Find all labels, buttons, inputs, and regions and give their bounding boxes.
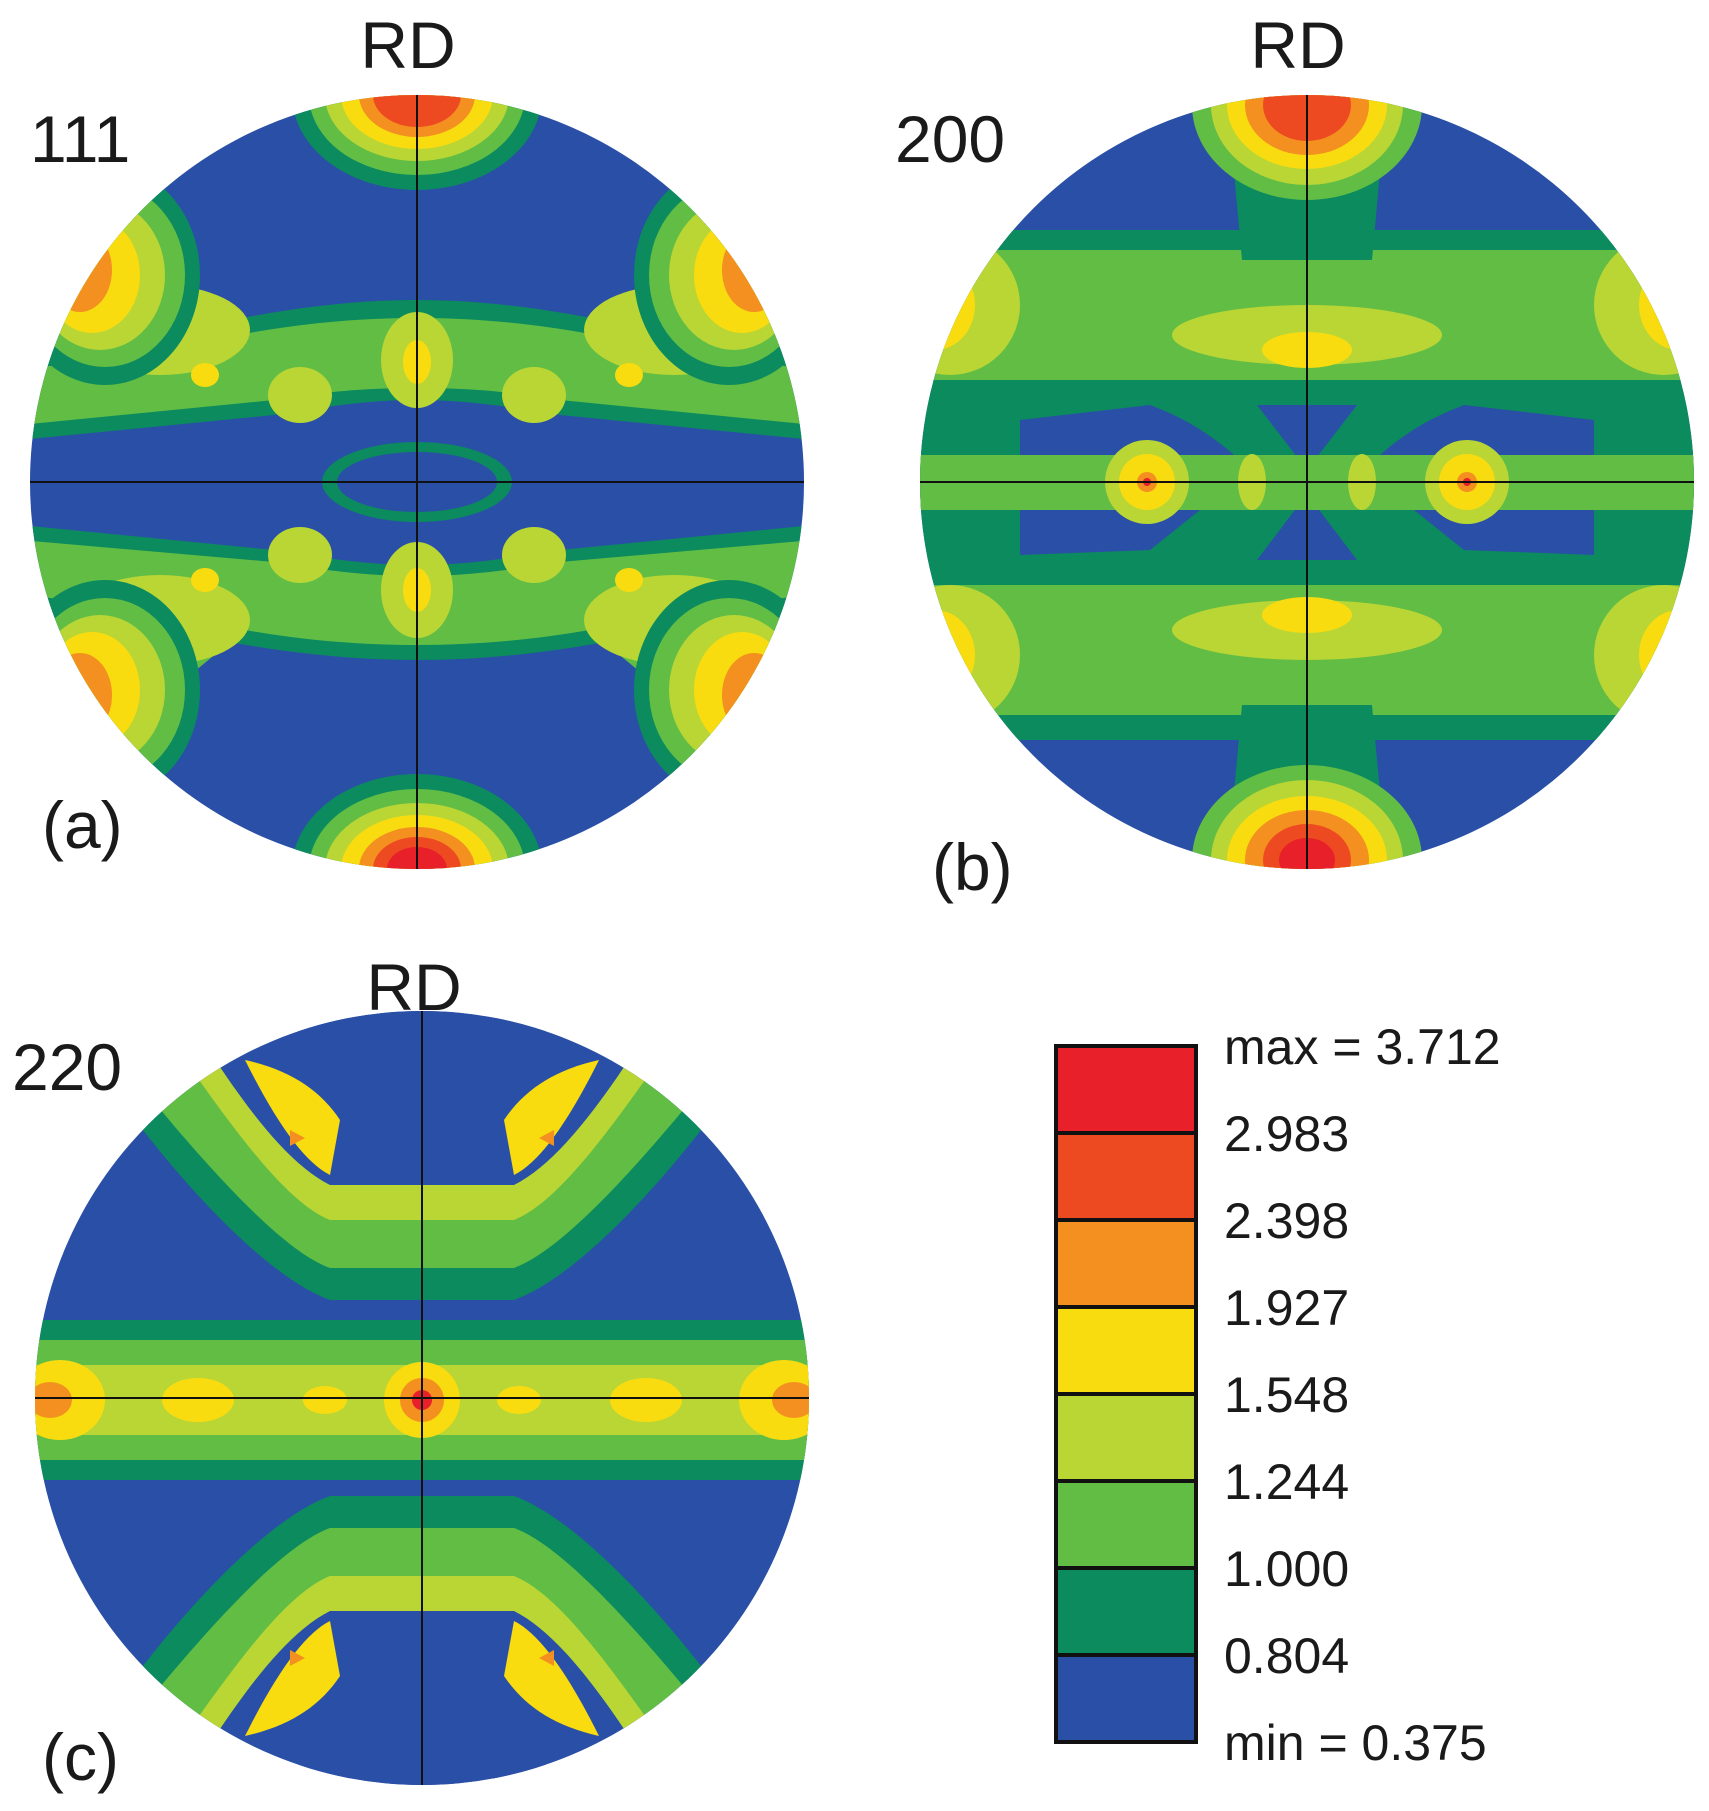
legend-swatch: [1054, 1131, 1198, 1222]
direction-label-c: RD: [366, 950, 461, 1024]
plane-label-220: 220: [12, 1030, 122, 1104]
legend-scale: max = 3.712 2.983 2.398 1.927 1.548 1.244 1.00…: [1054, 1019, 1501, 1771]
legend-swatch: [1054, 1305, 1198, 1396]
legend-swatch: [1054, 1479, 1198, 1570]
direction-label-a: RD: [360, 8, 455, 82]
legend-level-label: 1.000: [1224, 1541, 1349, 1597]
legend-level-label: 2.398: [1224, 1193, 1349, 1249]
plane-label-111: 111: [30, 102, 130, 176]
plane-label-200: 200: [895, 102, 1005, 176]
legend-level-label: 2.983: [1224, 1106, 1349, 1162]
legend-max-label: max = 3.712: [1224, 1019, 1501, 1075]
legend-level-label: 1.244: [1224, 1454, 1349, 1510]
panel-label-b: (b): [932, 830, 1013, 904]
panel-label-c: (c): [42, 1720, 119, 1794]
legend-level-label: 1.927: [1224, 1280, 1349, 1336]
pole-figure-200: [920, 95, 1694, 869]
panel-label-a: (a): [42, 788, 123, 862]
legend-swatch: [1054, 1044, 1198, 1135]
pole-figure-111: [30, 95, 804, 869]
legend-level-label: 1.548: [1224, 1367, 1349, 1423]
legend-min-label: min = 0.375: [1224, 1715, 1487, 1771]
direction-label-b: RD: [1250, 8, 1345, 82]
legend-swatch: [1054, 1392, 1198, 1483]
legend-swatch: [1054, 1653, 1198, 1744]
legend-swatch: [1054, 1218, 1198, 1309]
legend-swatch: [1054, 1566, 1198, 1657]
pole-figure-220: [35, 1011, 809, 1785]
legend-level-label: 0.804: [1224, 1628, 1349, 1684]
